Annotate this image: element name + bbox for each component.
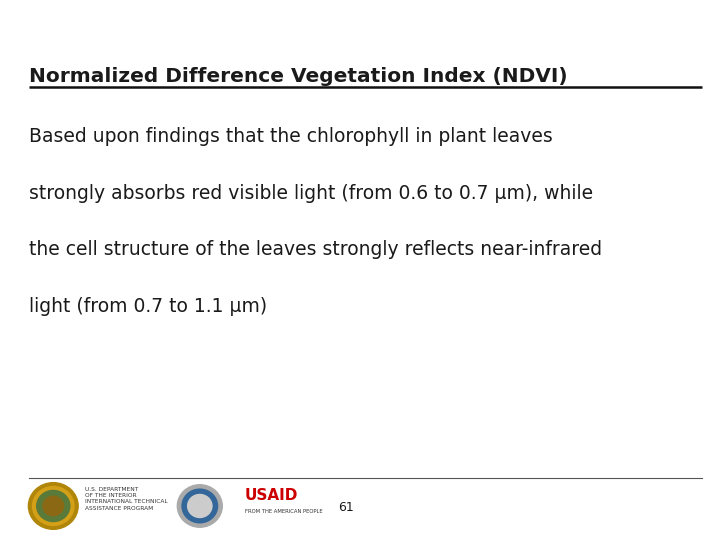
- Text: Normalized Difference Vegetation Index (NDVI): Normalized Difference Vegetation Index (…: [29, 68, 567, 86]
- Text: FROM THE AMERICAN PEOPLE: FROM THE AMERICAN PEOPLE: [245, 509, 323, 514]
- Circle shape: [32, 487, 74, 525]
- Text: 61: 61: [338, 501, 354, 514]
- Text: USAID: USAID: [245, 488, 298, 503]
- Circle shape: [28, 483, 78, 529]
- Text: the cell structure of the leaves strongly reflects near-infrared: the cell structure of the leaves strongl…: [29, 240, 602, 259]
- Text: U.S. DEPARTMENT
OF THE INTERIOR
INTERNATIONAL TECHNICAL
ASSISTANCE PROGRAM: U.S. DEPARTMENT OF THE INTERIOR INTERNAT…: [85, 487, 168, 511]
- Circle shape: [37, 490, 70, 522]
- Circle shape: [43, 496, 63, 516]
- Circle shape: [177, 485, 222, 527]
- Text: light (from 0.7 to 1.1 μm): light (from 0.7 to 1.1 μm): [29, 297, 267, 316]
- Text: strongly absorbs red visible light (from 0.6 to 0.7 μm), while: strongly absorbs red visible light (from…: [29, 184, 593, 202]
- Text: Based upon findings that the chlorophyll in plant leaves: Based upon findings that the chlorophyll…: [29, 127, 552, 146]
- Circle shape: [188, 495, 212, 517]
- Circle shape: [182, 489, 217, 523]
